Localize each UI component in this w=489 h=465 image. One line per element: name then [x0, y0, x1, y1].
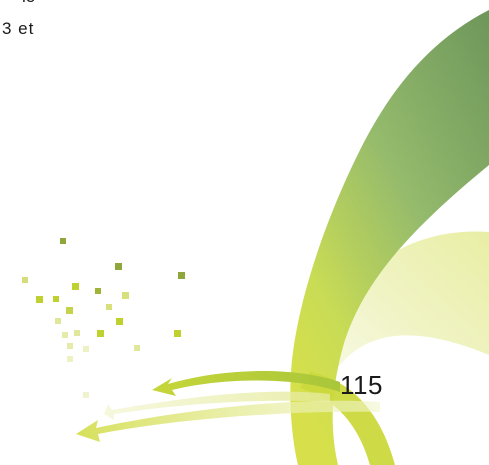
text-line-2: 3 et: [2, 19, 35, 38]
arrow-upper: [152, 371, 340, 396]
arrow-lower: [76, 400, 380, 442]
light-swoosh: [300, 231, 489, 400]
arrow-middle: [104, 391, 330, 420]
text-line-1: le: [22, 0, 35, 8]
green-swoosh: [290, 0, 489, 465]
text-fragment: le 3 et: [0, 0, 120, 40]
page-number: 115: [340, 370, 383, 400]
pixel-squares-art: [22, 238, 185, 398]
